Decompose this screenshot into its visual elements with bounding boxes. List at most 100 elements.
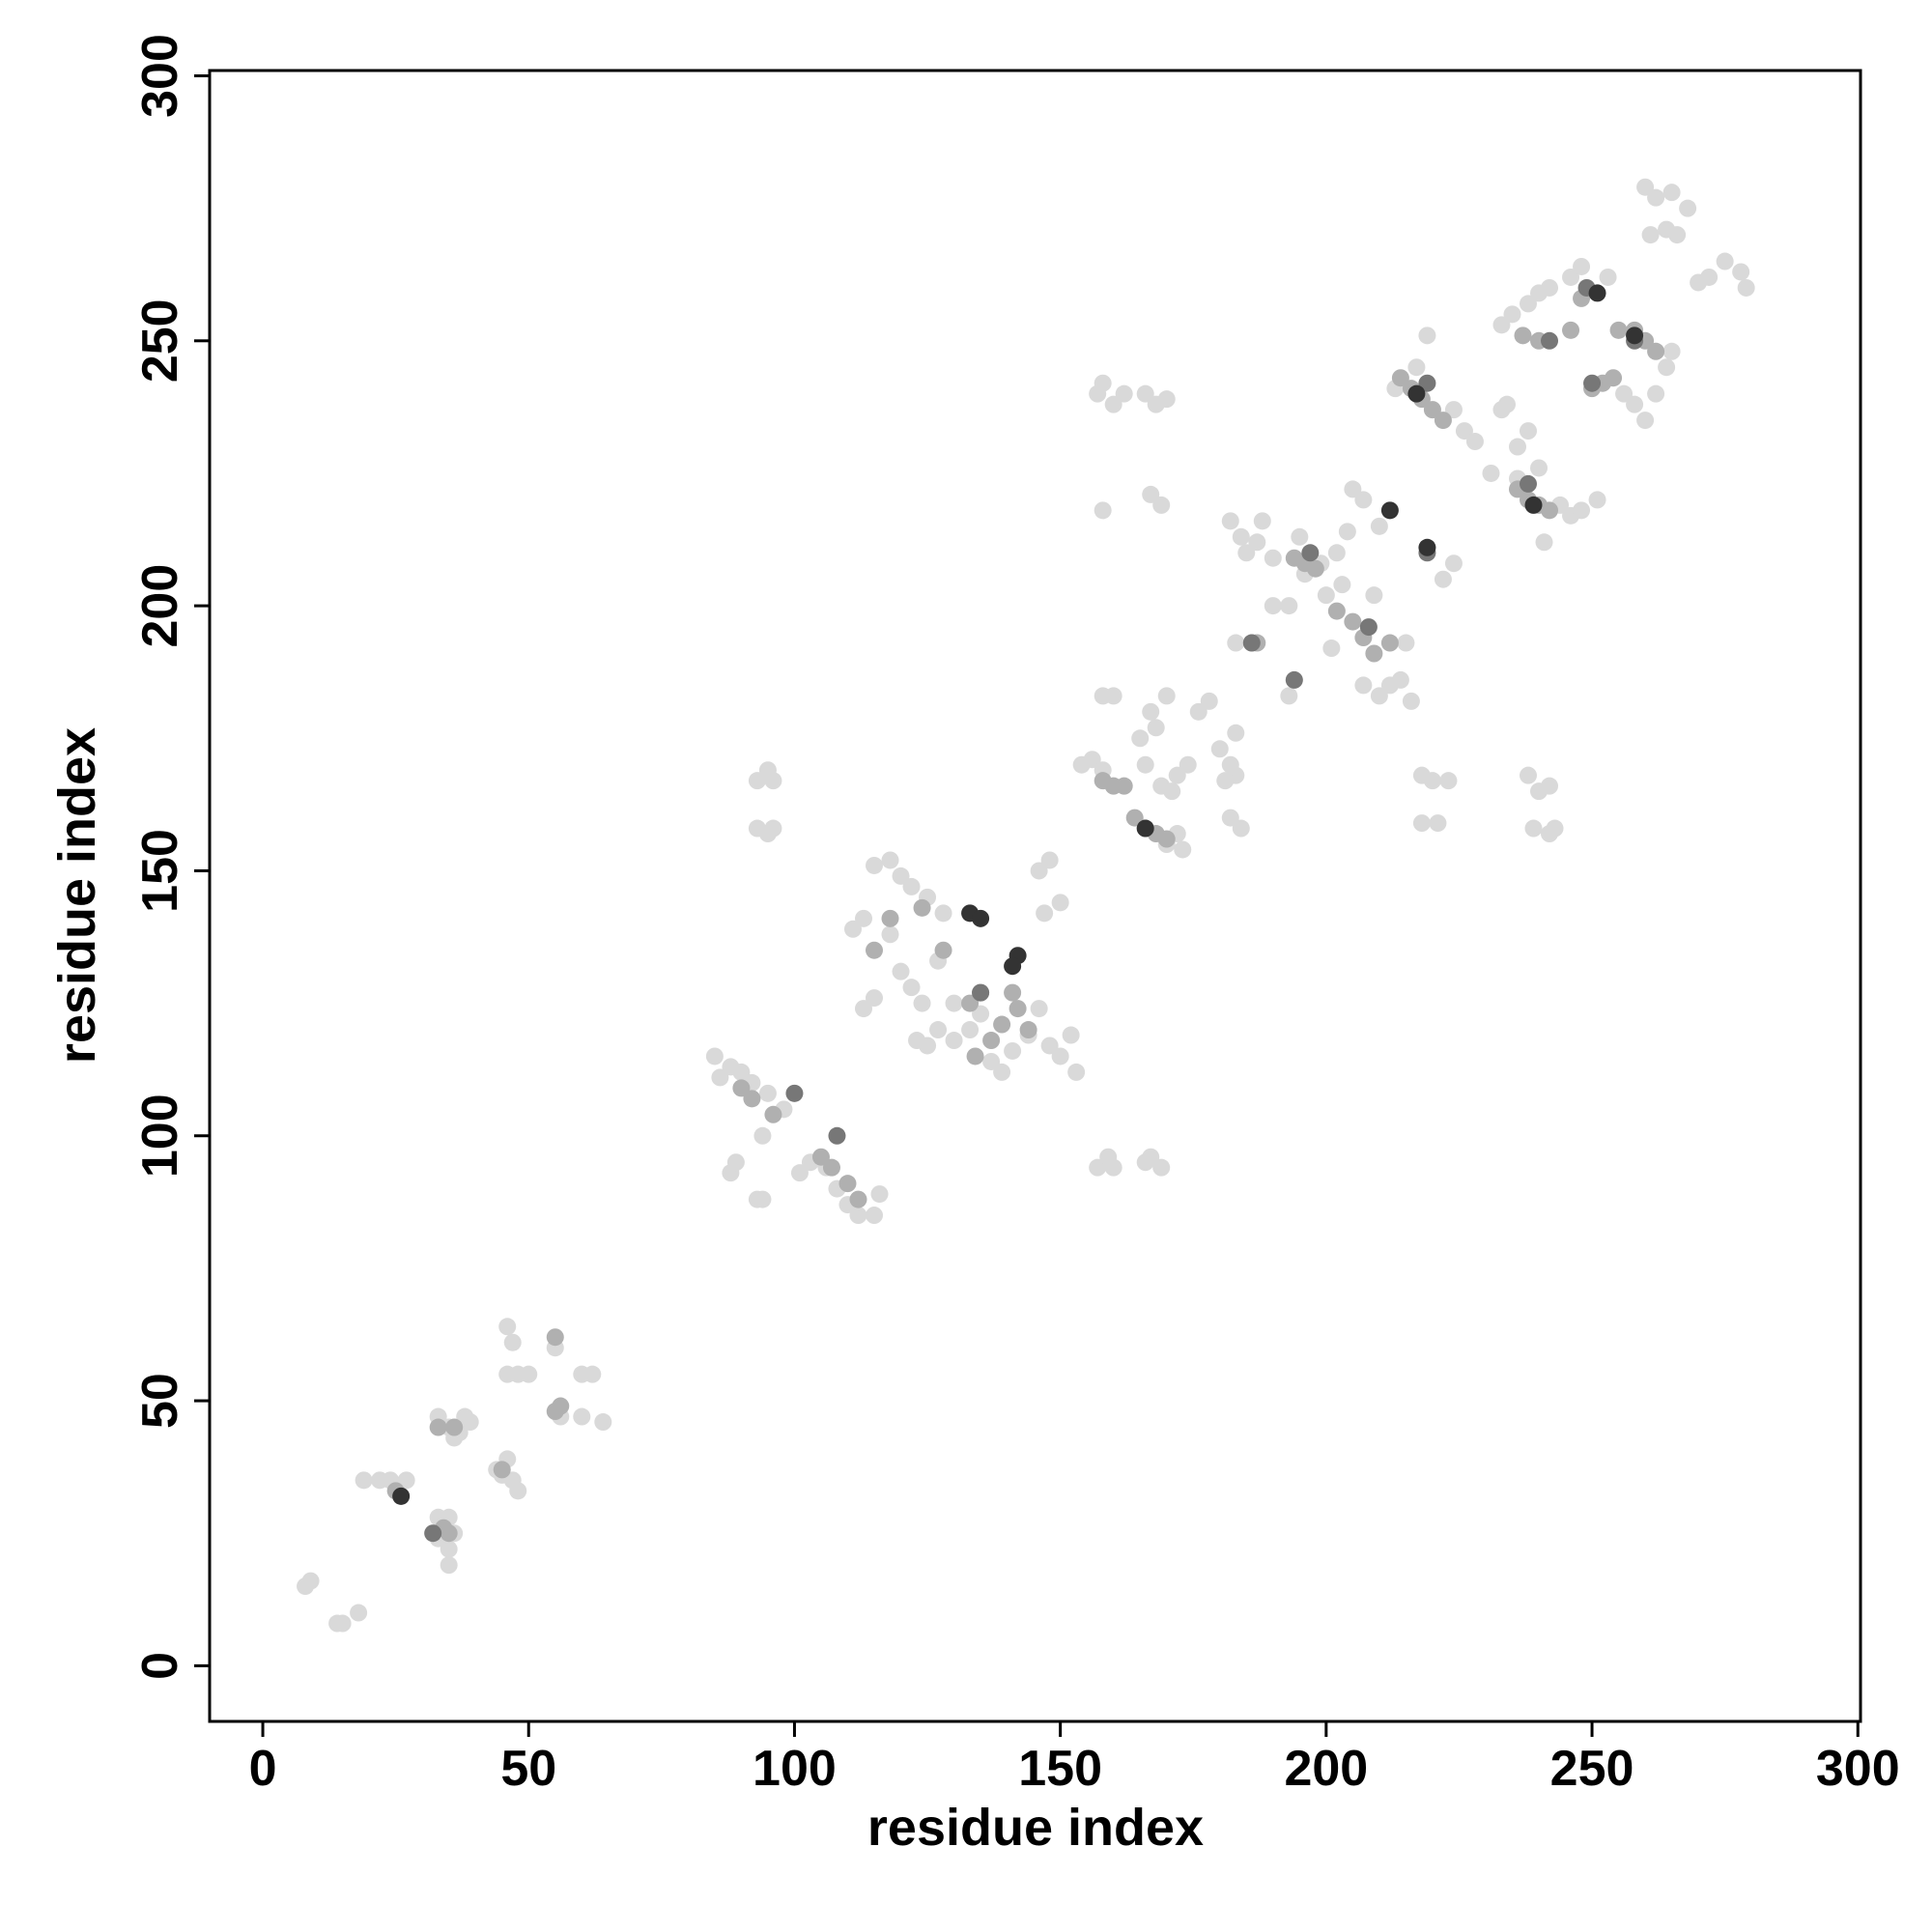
point (870, 1185, 889, 1204)
point (1264, 549, 1282, 567)
point (1264, 597, 1282, 615)
point (748, 772, 766, 790)
point (1524, 496, 1543, 514)
point (1009, 1000, 1027, 1018)
point (1200, 692, 1218, 710)
point (1444, 554, 1463, 573)
point (790, 1164, 809, 1182)
point (866, 989, 884, 1008)
point (1530, 459, 1548, 477)
y-tick-label: 100 (132, 1094, 188, 1178)
point (1189, 702, 1208, 721)
point (1407, 384, 1426, 403)
point (424, 1524, 442, 1543)
point (440, 1540, 458, 1558)
point (1641, 226, 1660, 244)
point (1647, 384, 1665, 403)
point (493, 1461, 511, 1479)
point (1626, 395, 1644, 413)
point (929, 1021, 948, 1039)
y-tick-label: 50 (132, 1373, 188, 1429)
point (1514, 327, 1532, 345)
point (838, 1175, 857, 1193)
point (1136, 819, 1154, 838)
point (301, 1572, 320, 1590)
point (1679, 199, 1697, 217)
point (1354, 676, 1373, 695)
point (509, 1482, 527, 1500)
point (1583, 374, 1602, 392)
point (1004, 983, 1022, 1002)
point (1418, 538, 1436, 556)
point (854, 1000, 872, 1018)
point (445, 1418, 464, 1436)
point (753, 1190, 772, 1208)
point (1359, 618, 1378, 637)
point (1370, 687, 1388, 705)
point (1737, 278, 1755, 297)
point (355, 1471, 373, 1490)
point (1503, 305, 1521, 324)
point (732, 1079, 751, 1097)
point (1662, 184, 1681, 202)
point (1253, 512, 1271, 530)
point (1497, 395, 1516, 413)
point (972, 1005, 990, 1023)
point (1115, 777, 1133, 795)
point (1588, 284, 1606, 302)
point (711, 1068, 729, 1087)
point (1216, 772, 1235, 790)
point (1089, 1158, 1107, 1177)
point (1004, 1041, 1022, 1060)
point (1094, 374, 1112, 392)
point (1391, 369, 1409, 387)
point (1365, 586, 1383, 605)
point (1067, 1063, 1086, 1081)
point (503, 1333, 522, 1351)
point (1439, 772, 1458, 790)
point (866, 1207, 884, 1225)
point (1242, 634, 1261, 652)
x-tick-label: 150 (1018, 1741, 1102, 1797)
point (1232, 819, 1250, 838)
point (902, 979, 921, 997)
point (1136, 755, 1154, 774)
point (1429, 814, 1447, 833)
point (1482, 464, 1500, 482)
point (1609, 321, 1628, 339)
point (1174, 840, 1192, 859)
point (1157, 687, 1176, 705)
point (1626, 327, 1644, 345)
x-axis-label: residue index (867, 1799, 1204, 1857)
point (1327, 544, 1346, 562)
point (1344, 612, 1362, 631)
point (1280, 687, 1298, 705)
point (764, 772, 782, 790)
point (1402, 692, 1420, 710)
point (764, 1105, 782, 1123)
point (1094, 501, 1112, 520)
point (1221, 809, 1239, 827)
point (1573, 501, 1591, 520)
point (764, 819, 782, 838)
point (822, 1158, 840, 1177)
point (934, 904, 952, 923)
point (1019, 1021, 1037, 1039)
point (1700, 268, 1719, 286)
point (966, 1047, 984, 1065)
point (1434, 412, 1452, 430)
point (1732, 263, 1750, 281)
point (1327, 602, 1346, 620)
point (811, 1148, 830, 1166)
point (866, 941, 884, 959)
point (843, 920, 862, 938)
y-tick-label: 150 (132, 829, 188, 913)
point (1508, 438, 1526, 456)
point (705, 1047, 724, 1065)
point (440, 1524, 458, 1543)
point (1210, 740, 1229, 758)
point (972, 983, 990, 1002)
point (1588, 491, 1606, 509)
point (945, 1032, 963, 1050)
